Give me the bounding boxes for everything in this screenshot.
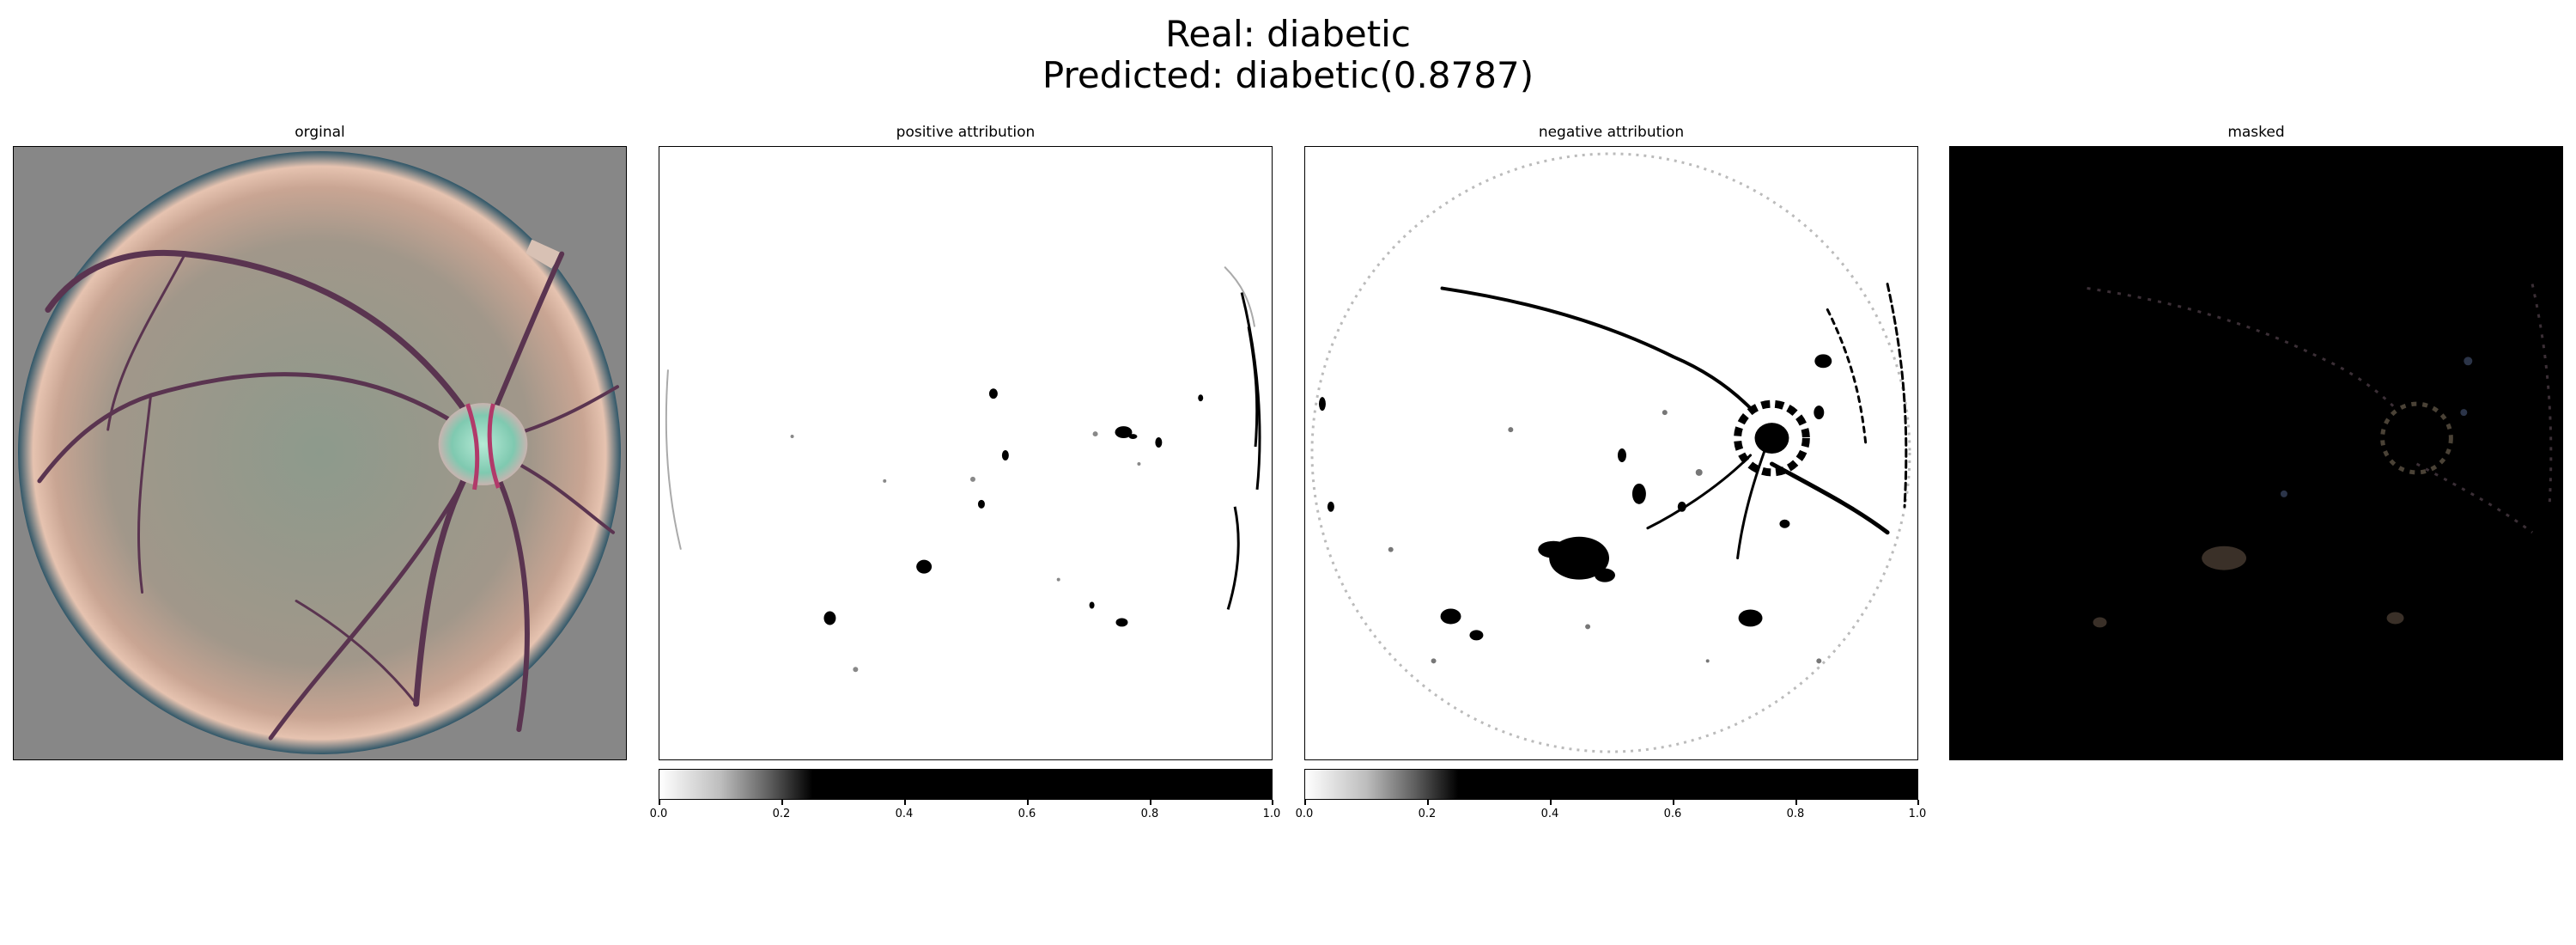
colorbar-tick-label: 0.6: [1018, 808, 1036, 820]
colorbar-tick-label: 0.8: [1140, 808, 1159, 820]
colorbar-tick: [659, 800, 660, 805]
figure-title-real: Real: diabetic: [1165, 13, 1411, 55]
colorbar-tick: [1673, 800, 1674, 805]
colorbar-tick: [1917, 800, 1919, 805]
colorbar-tick: [1304, 800, 1306, 805]
colorbar-tick: [1027, 800, 1029, 805]
panel-title-positive: positive attribution: [896, 124, 1036, 141]
colorbar-tick: [904, 800, 906, 805]
panel-title-masked: masked: [2227, 124, 2285, 141]
colorbar-tick-label: 0.2: [1418, 808, 1437, 820]
positive-attribution-colorbar: [659, 769, 1273, 800]
colorbar-tick: [1272, 800, 1273, 805]
figure-title-predicted: Predicted: diabetic(0.8787): [1042, 54, 1534, 96]
positive-attribution-map: [659, 146, 1273, 760]
colorbar-tick-label: 0.4: [1540, 808, 1559, 820]
panel-title-original: orginal: [295, 124, 345, 141]
negative-attribution-map: [1304, 146, 1918, 760]
colorbar-tick-label: 1.0: [1262, 808, 1281, 820]
original-fundus-image: [13, 146, 627, 760]
colorbar-tick: [1795, 800, 1797, 805]
colorbar-tick: [1550, 800, 1552, 805]
colorbar-tick: [1150, 800, 1151, 805]
colorbar-tick-label: 0.4: [895, 808, 914, 820]
colorbar-tick-label: 0.0: [649, 808, 668, 820]
colorbar-tick-label: 0.8: [1786, 808, 1805, 820]
panel-title-negative: negative attribution: [1538, 124, 1685, 141]
colorbar-tick: [781, 800, 783, 805]
colorbar-tick-label: 1.0: [1908, 808, 1927, 820]
colorbar-tick: [1427, 800, 1429, 805]
colorbar-tick-label: 0.6: [1663, 808, 1682, 820]
colorbar-tick-label: 0.2: [772, 808, 791, 820]
masked-image: [1949, 146, 2563, 760]
colorbar-tick-label: 0.0: [1295, 808, 1314, 820]
negative-attribution-colorbar: [1304, 769, 1918, 800]
